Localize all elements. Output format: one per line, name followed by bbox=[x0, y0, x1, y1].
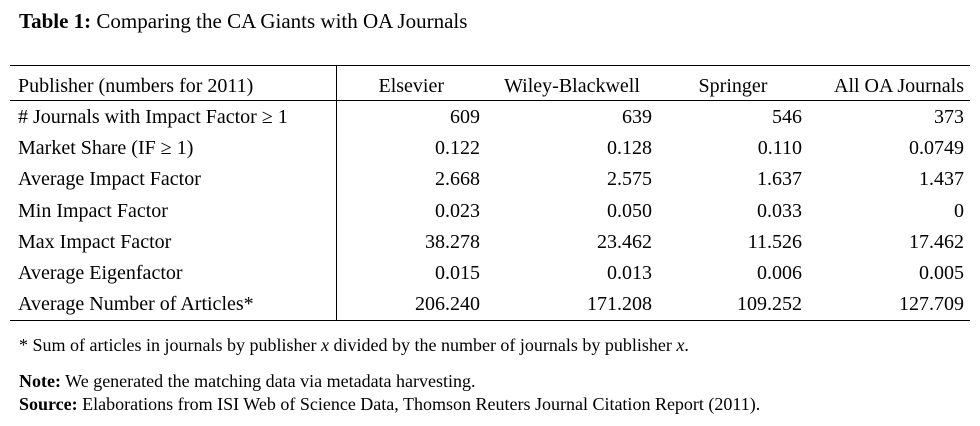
cell-value: 0.006 bbox=[757, 262, 802, 285]
table-row: Max Impact Factor 38.278 23.462 11.526 1… bbox=[10, 226, 970, 258]
cell-value: 11.526 bbox=[747, 230, 802, 253]
header-wiley-blackwell: Wiley-Blackwell bbox=[486, 65, 658, 101]
cell-value: 639 bbox=[622, 105, 652, 128]
note-text: We generated the matching data via metad… bbox=[60, 371, 476, 391]
table-row: # Journals with Impact Factor ≥ 1 609 63… bbox=[10, 100, 970, 133]
row-label: Market Share (IF ≥ 1) bbox=[10, 132, 337, 164]
table-note: Note: We generated the matching data via… bbox=[19, 370, 476, 392]
cell-value: 0 bbox=[954, 199, 964, 222]
table-row: Average Impact Factor 2.668 2.575 1.637 … bbox=[10, 163, 970, 195]
cell-value: 0.050 bbox=[607, 199, 652, 222]
header-elsevier: Elsevier bbox=[336, 65, 486, 101]
note-label: Note: bbox=[19, 371, 61, 391]
row-label: Min Impact Factor bbox=[10, 194, 337, 227]
cell-value: 17.462 bbox=[909, 230, 964, 253]
cell-value: 0.033 bbox=[757, 199, 802, 222]
table-row: Min Impact Factor 0.023 0.050 0.033 0 bbox=[10, 194, 970, 227]
cell-value: 0.015 bbox=[435, 262, 480, 285]
cell-value: 0.0749 bbox=[909, 136, 964, 159]
row-label: # Journals with Impact Factor ≥ 1 bbox=[10, 100, 337, 133]
table-caption: Table 1: Comparing the CA Giants with OA… bbox=[19, 8, 467, 34]
footnote-text-3: . bbox=[684, 335, 689, 355]
cell-value: 171.208 bbox=[486, 288, 658, 322]
cell-value: 109.252 bbox=[658, 288, 808, 322]
cell-value: 0.122 bbox=[435, 136, 480, 159]
cell-value: 0.013 bbox=[607, 262, 652, 285]
cell-value: 1.437 bbox=[919, 168, 964, 191]
table-source: Source: Elaborations from ISI Web of Sci… bbox=[19, 393, 760, 415]
footnote-variable-1: x bbox=[320, 335, 329, 355]
cell-value: 2.575 bbox=[607, 168, 652, 191]
row-label: Average Impact Factor bbox=[10, 163, 337, 195]
cell-value: 1.637 bbox=[757, 168, 802, 191]
table-row: Average Number of Articles* 206.240 171.… bbox=[10, 288, 970, 322]
footnote-variable-2: x bbox=[676, 335, 685, 355]
row-label: Max Impact Factor bbox=[10, 226, 337, 258]
cell-value: 38.278 bbox=[425, 230, 480, 253]
cell-value: 0.005 bbox=[919, 262, 964, 285]
cell-value: 23.462 bbox=[597, 230, 652, 253]
comparison-table: Publisher (numbers for 2011) Elsevier Wi… bbox=[10, 65, 970, 322]
cell-value: 206.240 bbox=[336, 288, 486, 322]
source-label: Source: bbox=[19, 394, 78, 414]
cell-value: 373 bbox=[934, 105, 964, 128]
cell-value: 609 bbox=[450, 105, 480, 128]
footnote-text-2: divided by the number of journals by pub… bbox=[328, 335, 677, 355]
source-text: Elaborations from ISI Web of Science Dat… bbox=[77, 394, 761, 414]
row-label: Average Number of Articles* bbox=[10, 288, 337, 322]
caption-text: Comparing the CA Giants with OA Journals bbox=[96, 9, 468, 33]
table-header-row: Publisher (numbers for 2011) Elsevier Wi… bbox=[10, 65, 970, 101]
cell-value: 127.709 bbox=[808, 288, 970, 322]
cell-value: 2.668 bbox=[435, 168, 480, 191]
header-springer: Springer bbox=[658, 65, 808, 101]
header-all-oa-journals: All OA Journals bbox=[808, 65, 970, 101]
cell-value: 0.110 bbox=[757, 136, 802, 159]
cell-value: 0.023 bbox=[435, 199, 480, 222]
table-row: Market Share (IF ≥ 1) 0.122 0.128 0.110 … bbox=[10, 132, 970, 164]
row-label: Average Eigenfactor bbox=[10, 257, 337, 289]
caption-label: Table 1: bbox=[19, 9, 92, 33]
table-footnote: * Sum of articles in journals by publish… bbox=[19, 334, 689, 356]
cell-value: 0.128 bbox=[607, 136, 652, 159]
table-row: Average Eigenfactor 0.015 0.013 0.006 0.… bbox=[10, 257, 970, 289]
footnote-text-1: * Sum of articles in journals by publish… bbox=[19, 335, 321, 355]
cell-value: 546 bbox=[772, 105, 802, 128]
header-metric: Publisher (numbers for 2011) bbox=[10, 65, 337, 101]
